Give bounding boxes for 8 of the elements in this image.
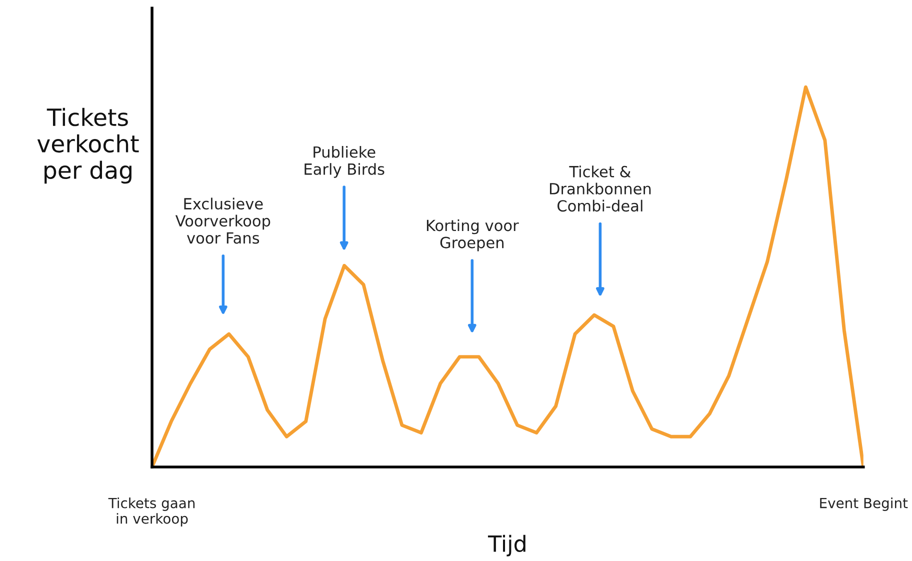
annotation: Ticket & Drankbonnen Combi-deal (550, 166, 651, 212)
annotation: Exclusieve Voorverkoop voor Fans (175, 198, 270, 244)
y-axis-title: Tickets verkocht per dag (37, 108, 139, 184)
annotation: Korting voor Groepen (426, 219, 519, 252)
annotation: Publieke Early Birds (304, 146, 384, 178)
x-tick-label: Event Begint (820, 498, 908, 511)
x-axis-title: Tijd (488, 534, 526, 556)
x-tick-label: Tickets gaan in verkoop (108, 498, 195, 527)
